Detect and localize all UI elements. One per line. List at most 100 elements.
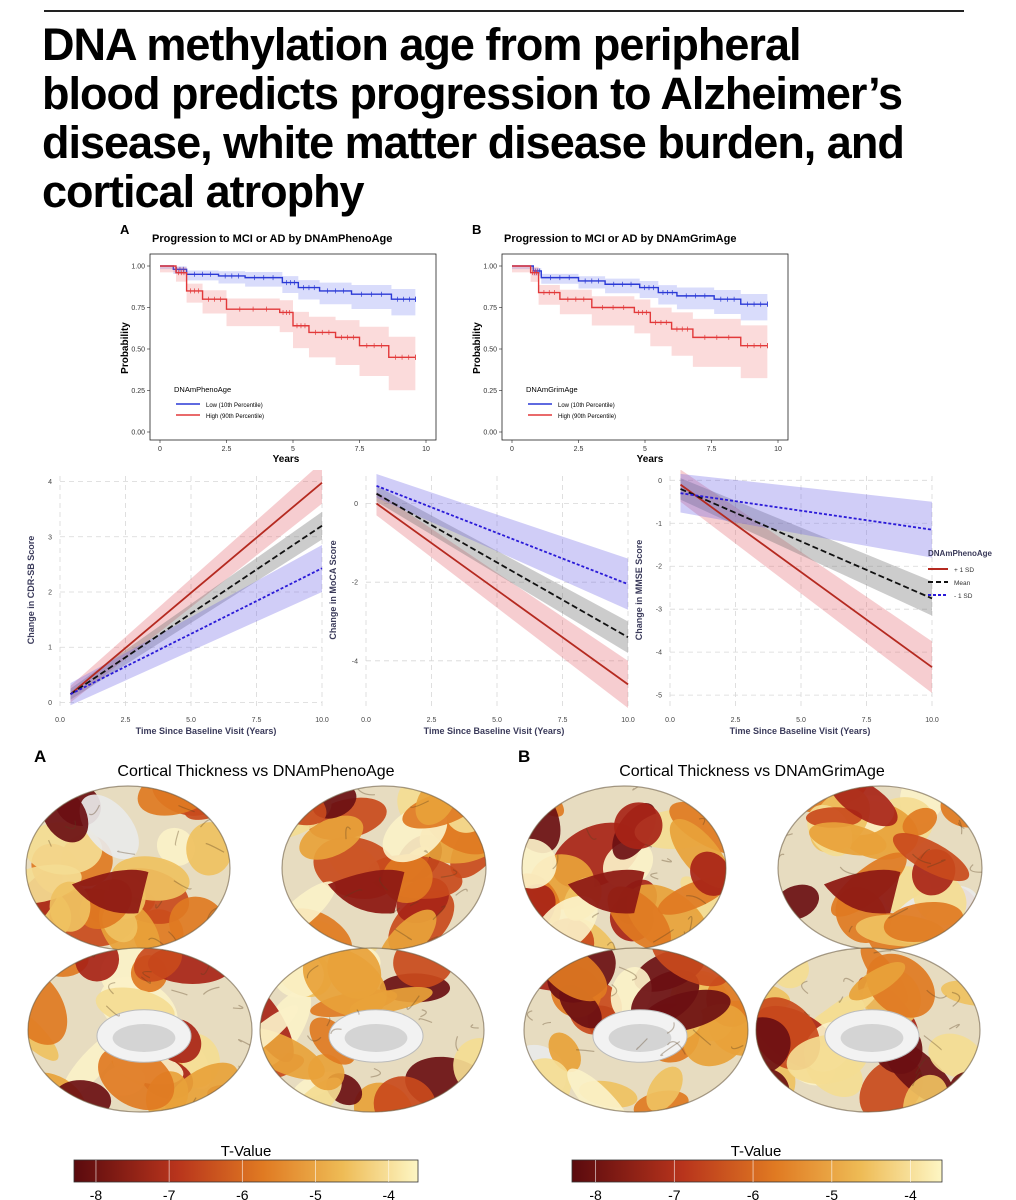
legend-title: DNAmGrimAge [526, 385, 578, 394]
x-tick-label: 0.0 [665, 717, 675, 724]
sulcus-line [610, 984, 618, 997]
headline-line-4: cortical atrophy [42, 166, 365, 217]
sulcus-line [527, 1094, 541, 1110]
cortical-region [377, 909, 437, 950]
sulcus-line [356, 1009, 360, 1015]
sulcus-line [915, 1057, 932, 1075]
cortical-region [690, 851, 726, 896]
sulcus-line [409, 800, 429, 808]
trajectory-legend: DNAmPhenoAge + 1 SD Mean - 1 SD [928, 549, 993, 600]
x-tick-label: 0 [510, 446, 514, 453]
sulcus-line [345, 826, 352, 840]
sulcus-line [687, 916, 693, 932]
sulcus-line [306, 1035, 322, 1042]
sulcus-line [423, 849, 428, 853]
legend-low-label: Low (10th Percentile) [206, 403, 263, 409]
temporal-region [567, 869, 645, 914]
cortical-region [28, 967, 68, 1045]
sulcus-line [632, 786, 647, 791]
sulcus-line [173, 880, 192, 890]
sulcus-line [290, 914, 298, 920]
lateral-left-hemisphere [25, 785, 231, 951]
sulcus-line [951, 991, 961, 1007]
sulcus-line [926, 989, 947, 999]
y-tick-label: 0.25 [131, 388, 145, 395]
y-tick-label: 1.00 [131, 264, 145, 271]
x-tick-label: 0.0 [55, 717, 65, 724]
sulcus-line [764, 955, 783, 965]
km-legend: DNAmPhenoAge Low (10th Percentile) High … [174, 385, 264, 420]
top-rule [44, 10, 964, 12]
x-axis-title: Years [637, 454, 664, 465]
sulcus-line [778, 853, 785, 862]
sulcus-line [246, 1079, 252, 1090]
sulcus-line [912, 853, 932, 865]
x-tick-label: 2.5 [427, 717, 437, 724]
sulcus-line [958, 819, 963, 835]
panel-letter: B [518, 747, 530, 766]
trend-line-plus-sd [375, 502, 629, 686]
x-tick-label: 0 [158, 446, 162, 453]
y-tick-label: 0.75 [131, 305, 145, 312]
medial-left-hemisphere [523, 947, 749, 1113]
brain-surface [522, 786, 726, 950]
y-tick-label: -2 [656, 564, 662, 571]
cortical-region [646, 1066, 683, 1112]
brain-surface [524, 948, 748, 1112]
colorbar-tick-label: -8 [589, 1187, 602, 1200]
sulcus-line [969, 864, 982, 873]
x-tick-label: 0.0 [361, 717, 371, 724]
panel-letter: B [472, 222, 481, 237]
sulcus-line [455, 1036, 459, 1052]
sulcus-line [306, 964, 319, 979]
x-tick-label: 5.0 [796, 717, 806, 724]
cortical-region [809, 822, 887, 856]
ci-band-plus-sd [680, 470, 932, 693]
brain-panel-b: B Cortical Thickness vs DNAmGrimAge T-Va… [518, 747, 983, 1200]
sulcus-line [923, 1100, 935, 1108]
x-tick-label: 5 [643, 446, 647, 453]
sulcus-line [555, 966, 559, 971]
sulcus-line [343, 889, 363, 899]
colorbar-tick-label: -7 [163, 1187, 176, 1200]
sulcus-line [330, 1028, 342, 1035]
sulcus-line [455, 888, 468, 896]
cortical-region [902, 807, 938, 837]
colorbar-tick-label: -8 [90, 1187, 103, 1200]
x-tick-label: 7.5 [558, 717, 568, 724]
y-tick-label: 0.00 [483, 430, 497, 437]
sulcus-line [636, 1038, 648, 1050]
colorbar-tick-label: -5 [309, 1187, 322, 1200]
panel-letter: A [34, 747, 46, 766]
y-tick-label: 0.50 [483, 347, 497, 354]
corpus-callosum [344, 1024, 408, 1052]
sulcus-line [389, 907, 401, 914]
cortical-region [79, 794, 139, 860]
sulcus-line [205, 842, 225, 853]
sulcus-line [238, 1039, 252, 1050]
colorbar [571, 1159, 943, 1183]
y-axis-title: Change in MoCA Score [328, 540, 338, 639]
sulcus-line [661, 857, 673, 863]
sulcus-line [522, 938, 524, 943]
sulcus-line [848, 925, 853, 933]
sulcus-line [526, 1010, 534, 1021]
trajectory-moca: 0.0 2.5 5.0 7.5 10.0 -4 -2 0 Time Since Baselin… [328, 474, 635, 736]
y-tick-label: 1.00 [483, 264, 497, 271]
sulcus-line [650, 872, 659, 880]
temporal-region [327, 869, 405, 914]
cortical-region [614, 802, 663, 850]
sulcus-line [618, 966, 638, 981]
sulcus-line [64, 820, 76, 830]
sulcus-line [888, 907, 909, 919]
y-tick-label: -2 [352, 580, 358, 587]
ci-band-mean [376, 485, 628, 653]
sulcus-line [660, 1041, 681, 1057]
colorbar-tick-label: -5 [826, 1187, 839, 1200]
trend-line-minus-sd [680, 492, 933, 531]
sulcus-line [730, 1044, 744, 1050]
sulcus-line [260, 1082, 268, 1092]
y-tick-label: 0 [48, 700, 52, 707]
sulcus-line [296, 1097, 309, 1108]
y-tick-label: -3 [656, 607, 662, 614]
